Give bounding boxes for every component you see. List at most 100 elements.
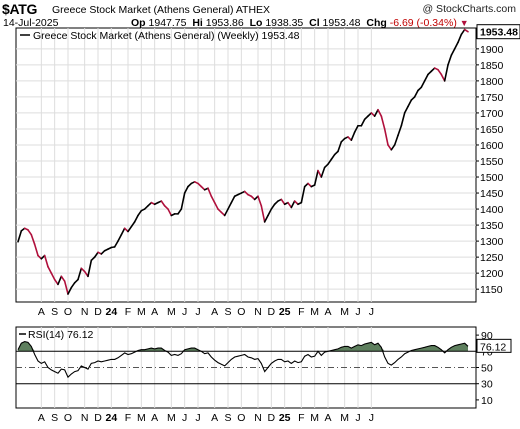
price-x-tick-label: J — [182, 306, 187, 318]
price-segment — [270, 203, 276, 210]
price-segment — [133, 214, 139, 223]
price-x-tick-label: 25 — [279, 306, 291, 318]
price-x-tick-label: N — [81, 306, 89, 318]
price-segment — [27, 229, 33, 236]
rsi-reference-lines — [16, 350, 476, 385]
rsi-x-tick-label: S — [51, 412, 58, 424]
stockcharts-credit[interactable]: @ StockCharts.com — [422, 3, 516, 15]
rsi-y-tick-label: 10 — [481, 395, 493, 407]
price-gridlines — [16, 28, 476, 302]
price-segment — [213, 201, 219, 210]
price-x-tick-label: M — [167, 306, 176, 318]
price-y-tick-label: 1800 — [480, 76, 504, 88]
price-segment — [93, 251, 99, 258]
price-legend-label: Greece Stock Market (Athens General) (We… — [33, 30, 300, 42]
price-y-tick-label: 1200 — [480, 268, 504, 280]
rsi-x-tick-label: O — [237, 412, 245, 424]
price-y-tick-label: 1750 — [480, 92, 504, 104]
price-segment — [447, 54, 453, 66]
price-segment — [53, 278, 59, 286]
price-segment — [460, 28, 466, 36]
price-segment — [33, 243, 39, 257]
price-x-tick-label: D — [268, 306, 276, 318]
quote-date: 14-Jul-2025 — [3, 17, 59, 29]
rsi-x-tick-label: J — [195, 412, 200, 424]
rsi-last-value-tag: 76.12 — [476, 338, 512, 353]
rsi-overbought-fill — [18, 341, 468, 352]
down-triangle-icon: ▼ — [459, 18, 469, 28]
price-segment — [330, 153, 336, 161]
price-segment — [180, 192, 186, 210]
price-segment — [47, 265, 53, 274]
price-segment — [383, 128, 389, 146]
price-x-tick-label: A — [38, 306, 45, 318]
price-segment — [223, 208, 229, 217]
price-segment — [177, 208, 183, 215]
price-segment — [137, 209, 143, 217]
price-y-tick-label: 1400 — [480, 204, 504, 216]
price-segment — [77, 267, 83, 281]
price-segment — [60, 275, 66, 282]
rsi-x-tick-label: M — [310, 412, 319, 424]
rsi-x-tick-label: D — [94, 412, 102, 424]
price-segment — [407, 99, 413, 108]
price-segment — [160, 200, 166, 207]
price-segment — [57, 275, 63, 286]
price-segment — [313, 169, 319, 186]
rsi-x-tick-label: A — [324, 412, 331, 424]
rsi-y-tick-label: 90 — [481, 330, 493, 342]
open-label: Op — [131, 17, 146, 29]
price-segment — [263, 214, 269, 223]
price-x-tick-label: M — [137, 306, 146, 318]
price-segment — [43, 254, 49, 268]
price-segment — [317, 169, 323, 178]
price-segment — [227, 201, 233, 210]
price-segment — [443, 64, 449, 82]
rsi-x-tick-label: J — [182, 412, 187, 424]
price-y-tick-label: 1850 — [480, 60, 504, 72]
low-label: Lo — [249, 17, 263, 29]
price-x-tick-label: J — [369, 306, 374, 318]
price-segment — [327, 158, 333, 165]
price-segment — [423, 73, 429, 82]
rsi-x-axis: A S O N D 24 F M A M J J A S O N D 25 F M A M J J — [38, 412, 374, 424]
price-last-value-box — [476, 24, 520, 40]
rsi-y-tick-label: 50 — [481, 363, 493, 375]
price-segment — [360, 118, 366, 127]
price-y-tick-label: 1350 — [480, 220, 504, 232]
price-segment — [127, 225, 133, 233]
price-x-tick-label: F — [298, 306, 304, 318]
price-panel-frame — [15, 27, 477, 303]
price-segment — [130, 221, 136, 228]
price-y-tick-label: 1650 — [480, 124, 504, 136]
price-segment — [300, 185, 306, 204]
change-value: -6.69 (-0.34%) — [389, 17, 457, 29]
price-x-tick-label: A — [211, 306, 218, 318]
price-segment — [17, 230, 23, 243]
rsi-x-tick-label: M — [167, 412, 176, 424]
open-value: 1947.75 — [148, 17, 187, 29]
change-label: Chg — [366, 17, 387, 29]
price-legend: Greece Stock Market (Athens General) (We… — [20, 30, 300, 42]
close-value: 1953.48 — [322, 17, 361, 29]
rsi-x-tick-label: 24 — [105, 412, 117, 424]
price-segment — [377, 108, 383, 117]
price-segment — [390, 144, 396, 151]
price-x-tick-label: A — [324, 306, 331, 318]
rsi-x-tick-label: F — [125, 412, 131, 424]
price-segment — [67, 286, 73, 295]
price-segment — [380, 115, 386, 130]
rsi-x-tick-label: N — [81, 412, 89, 424]
rsi-legend-label: RSI(14) 76.12 — [28, 329, 94, 341]
price-y-tick-label: 1600 — [480, 140, 504, 152]
price-segment — [453, 41, 459, 50]
rsi-x-tick-label: F — [298, 412, 304, 424]
price-segment — [350, 131, 356, 141]
rsi-legend: RSI(14) 76.12 — [19, 329, 94, 341]
price-segment — [260, 205, 266, 223]
rsi-x-tick-label: M — [340, 412, 349, 424]
rsi-line — [17, 341, 469, 379]
high-label: Hi — [192, 17, 203, 29]
price-x-tick-label: A — [151, 306, 158, 318]
